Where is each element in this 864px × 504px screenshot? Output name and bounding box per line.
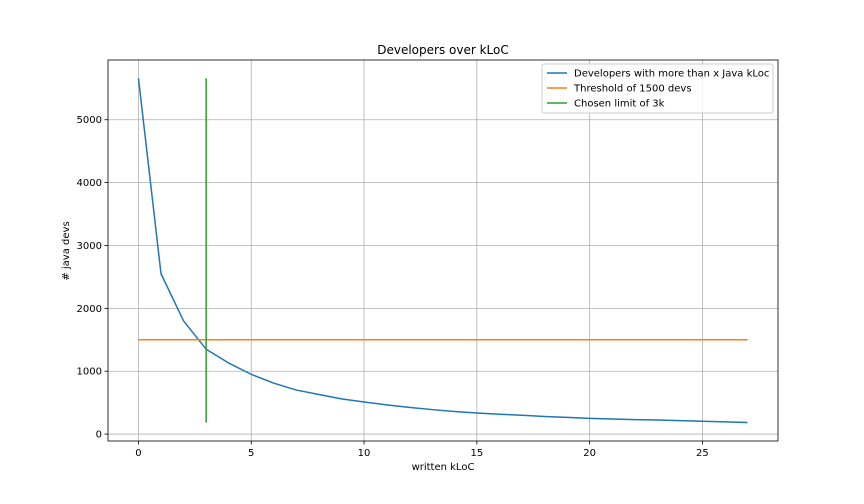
y-tick-label: 5000	[77, 115, 102, 126]
series-line-1	[137, 78, 748, 424]
legend-box	[541, 63, 774, 114]
y-axis-label: # java devs	[61, 221, 72, 280]
y-tick-label: 1000	[77, 367, 102, 378]
x-tick-label: 15	[470, 448, 483, 459]
axes-frame	[107, 59, 779, 442]
y-tick-label: 3000	[77, 241, 102, 252]
chart-title: Developers over kLoC	[377, 43, 509, 57]
y-tick-label: 0	[96, 430, 102, 441]
y-tick-label: 2000	[77, 304, 102, 315]
x-tick-label: 5	[248, 448, 254, 459]
legend: Developers with more than x Java kLoc Thr…	[541, 63, 774, 114]
legend-label-3: Chosen limit of 3k	[574, 99, 665, 110]
x-axis-label: written kLoC	[412, 462, 475, 473]
x-tick-label: 0	[135, 448, 141, 459]
x-tick-label: 20	[583, 448, 596, 459]
y-tick-label: 4000	[77, 178, 102, 189]
x-tick-label: 25	[696, 448, 709, 459]
legend-label-1: Developers with more than x Java kLoc	[574, 69, 769, 80]
x-tick-label: 10	[358, 448, 371, 459]
legend-label-2: Threshold of 1500 devs	[573, 84, 692, 95]
plot-area: 0 5 10 15 20 25 0 1000 2000 3000 4000 5000	[77, 59, 779, 459]
